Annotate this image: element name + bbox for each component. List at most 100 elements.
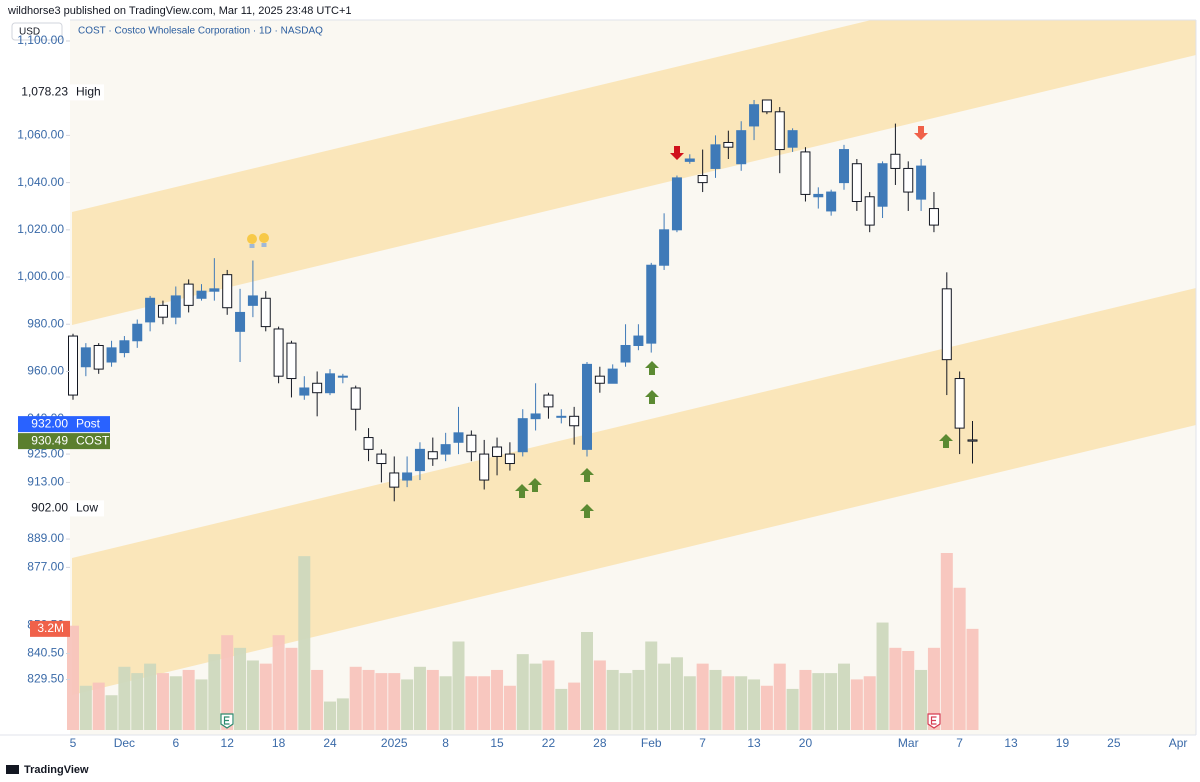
volume-bar: [670, 657, 683, 730]
x-tick-label: Dec: [114, 736, 135, 750]
candle-body: [479, 453, 490, 481]
volume-bar: [503, 685, 516, 730]
volume-bar: [850, 679, 863, 730]
volume-bar: [825, 673, 838, 730]
volume-bar: [272, 635, 285, 730]
candle-body: [530, 413, 541, 420]
price-badge-name: High: [76, 85, 101, 99]
candle-body: [620, 344, 631, 363]
x-tick-label: 22: [542, 736, 556, 750]
candle-body: [325, 373, 335, 394]
candle-body: [697, 175, 708, 184]
volume-bar: [748, 679, 761, 730]
channel-band: [72, 288, 1196, 695]
volume-bar: [516, 654, 529, 730]
y-tick-label: 913.00: [27, 475, 64, 489]
volume-bar: [966, 628, 979, 730]
footer: TradingView: [24, 764, 89, 776]
y-tick-label: 1,020.00: [17, 222, 64, 236]
candle-body: [569, 415, 580, 427]
candle-body: [659, 229, 670, 266]
x-tick-label: 20: [799, 736, 813, 750]
y-tick-label: 925.00: [27, 446, 64, 460]
candle-body: [119, 340, 130, 354]
volume-bar: [336, 698, 349, 730]
volume-bar: [246, 660, 259, 730]
volume-bar: [709, 669, 722, 730]
candle-body: [517, 418, 528, 453]
volume-bar: [401, 679, 414, 730]
candle-body: [916, 165, 927, 200]
x-tick-label: 25: [1107, 736, 1121, 750]
candle-body: [839, 149, 849, 184]
volume-bar: [92, 682, 105, 730]
volume-bar: [118, 666, 131, 730]
volume-bar: [696, 663, 709, 730]
candle-body: [337, 375, 348, 378]
candle-body: [235, 311, 246, 332]
volume-bar: [812, 673, 825, 730]
symbol-info: COST · Costco Wholesale Corporation · 1D…: [78, 26, 323, 37]
volume-bar: [606, 669, 619, 730]
x-tick-label: 12: [221, 736, 235, 750]
candle-body: [556, 415, 567, 418]
candle-body: [633, 335, 644, 346]
volume-bar: [234, 647, 247, 730]
idea-bulb: [247, 234, 257, 244]
buy-arrow: [580, 468, 594, 482]
x-tick-label: 2025: [381, 736, 408, 750]
volume-bar: [838, 663, 850, 730]
idea-bulb: [259, 233, 269, 243]
volume-bar: [940, 553, 953, 730]
candle-body: [93, 344, 104, 370]
volume-bar: [683, 676, 696, 730]
logo: TradingView: [6, 764, 89, 776]
x-tick-label: 7: [699, 736, 706, 750]
candle-body: [363, 437, 374, 450]
x-tick-label: 5: [70, 736, 77, 750]
y-tick-label: 1,000.00: [17, 269, 64, 283]
price-badge-name: Post: [76, 416, 101, 430]
y-tick-label: 960.00: [27, 364, 64, 378]
candle-body: [402, 472, 413, 481]
currency-box[interactable]: [11, 22, 63, 41]
volume-bar: [760, 685, 773, 730]
price-badge-value: 902.00: [31, 501, 68, 515]
candle-body: [864, 196, 875, 226]
volume-bar: [131, 673, 144, 730]
volume-bar: [144, 663, 157, 730]
candle-body: [761, 99, 772, 113]
volume-badge-label: 3.2M: [37, 621, 64, 635]
volume-bar: [478, 676, 491, 730]
volume-bar: [362, 669, 375, 730]
candle-body: [607, 368, 618, 384]
volume-bar: [658, 663, 671, 730]
candle-body: [890, 153, 901, 169]
idea-bulb-base: [249, 244, 255, 248]
candle-body: [440, 444, 451, 455]
y-tick-label: 877.00: [27, 560, 64, 574]
candle-layer: [68, 99, 978, 502]
candle-body: [736, 130, 747, 165]
buy-arrow: [580, 504, 594, 518]
x-tick-label: 13: [1004, 736, 1018, 750]
volume-bar: [388, 673, 401, 730]
channel-band: [72, 0, 1196, 325]
y-tick-label: 889.00: [27, 531, 64, 545]
x-tick-label: 8: [442, 736, 449, 750]
volume-bar: [426, 669, 439, 730]
volume-bar: [619, 673, 632, 730]
axis-layer: 1,100.00 1,060.00 1,040.00 1,020.00 1,000.00…: [17, 33, 1187, 750]
volume-bar: [863, 676, 876, 730]
candle-body: [710, 144, 721, 169]
x-tick-label: Feb: [641, 736, 662, 750]
volume-bar: [413, 666, 426, 730]
x-tick-label: 28: [593, 736, 607, 750]
candle-body: [170, 295, 181, 318]
x-tick-label: 13: [747, 736, 761, 750]
y-tick-label: 1,100.00: [17, 33, 64, 47]
candle-body: [813, 193, 824, 198]
volume-badge: [30, 620, 70, 637]
earnings-letter: [223, 716, 230, 725]
